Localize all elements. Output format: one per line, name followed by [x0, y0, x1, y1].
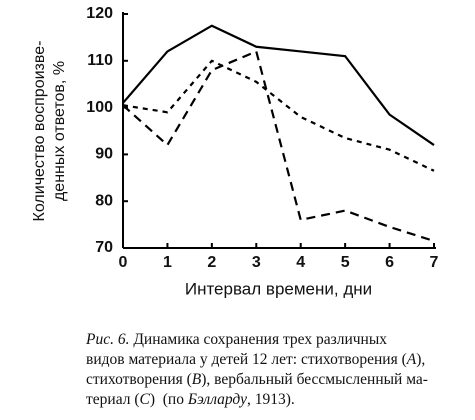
y-tick-label: 80: [95, 192, 113, 209]
caption-line: Рис. 6. Динамика сохранения трех различн…: [86, 330, 466, 350]
x-tick-label: 6: [385, 254, 394, 271]
y-tick-label: 70: [95, 239, 113, 256]
x-tick-label: 3: [252, 254, 261, 271]
data-line: [122, 49, 435, 243]
caption-text: , 1913).: [246, 391, 295, 408]
caption-text: Динамика сохранения трех различных: [129, 331, 387, 348]
caption-text: видов материала у детей 12 лет: стихотво…: [86, 351, 407, 368]
y-tick-label: 110: [87, 52, 113, 69]
x-axis-label: Интервал времени, дни: [185, 279, 372, 298]
caption-line: видов материала у детей 12 лет: стихотво…: [86, 350, 466, 370]
data-line: [122, 59, 435, 172]
y-axis-label: Количество воспроизве-: [31, 41, 48, 222]
x-tick-label: 2: [207, 254, 216, 271]
caption-text: A: [406, 351, 417, 368]
y-tick-label: 100: [86, 99, 113, 116]
caption-text: Рис. 6.: [86, 331, 130, 348]
x-tick-label: 4: [296, 254, 305, 271]
y-tick-label: 120: [86, 5, 113, 22]
caption-text: B: [191, 371, 202, 388]
y-axis-label: денных ответов, %: [51, 61, 68, 201]
x-tick-label: 1: [163, 254, 172, 271]
caption-text: стихотворения (: [86, 371, 192, 388]
caption-text: Бэлларду: [187, 391, 247, 408]
x-tick-label: 5: [341, 254, 350, 271]
caption-text: ) (по: [149, 391, 188, 408]
caption-text: ), вербальный бессмысленный ма-: [201, 371, 428, 388]
caption-line: териал (C) (по Бэлларду, 1913).: [86, 390, 466, 410]
x-tick-label: 0: [119, 254, 128, 271]
data-line: [122, 24, 435, 146]
caption-text: ),: [416, 351, 426, 368]
caption: Рис. 6. Динамика сохранения трех различн…: [86, 330, 466, 410]
chart: 70 80 90 100 110 120 0 1 2 3 4 5 6 7 Интервал времени,…: [31, 5, 439, 298]
caption-text: C: [139, 391, 150, 408]
caption-line: стихотворения (B), вербальный бессмыслен…: [86, 370, 466, 390]
caption-text: териал (: [86, 391, 140, 408]
y-tick-label: 90: [95, 146, 113, 163]
x-tick-label: 7: [430, 254, 439, 271]
